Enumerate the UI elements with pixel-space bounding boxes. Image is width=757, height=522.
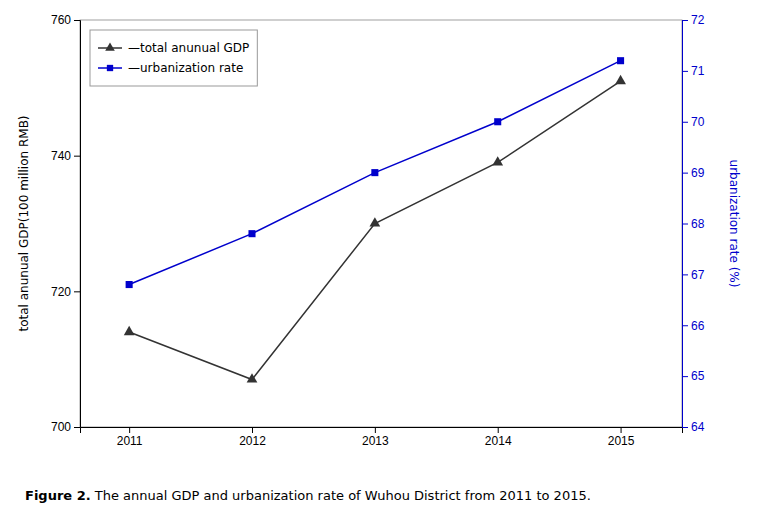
tick-mark: [375, 427, 376, 433]
legend-marker: [107, 65, 113, 71]
legend-frame: [90, 30, 257, 86]
tick-mark: [682, 122, 688, 123]
series-line: [129, 81, 620, 379]
tick-mark: [682, 376, 688, 377]
marker: [492, 156, 503, 165]
marker: [615, 75, 626, 84]
tick-label: 65: [691, 369, 705, 383]
marker: [617, 57, 624, 64]
tick-label: 70: [691, 115, 705, 129]
legend-item: —total anunual GDP: [98, 41, 249, 55]
tick-label: 71: [691, 64, 705, 78]
legend-label: —urbanization rate: [128, 61, 243, 75]
tick: 72: [682, 13, 705, 27]
legend-marker: [105, 42, 115, 50]
tick: 700: [51, 420, 80, 434]
axis-line: [81, 428, 683, 434]
tick-mark: [621, 427, 622, 433]
tick-mark: [498, 427, 499, 433]
tick: 2013: [362, 427, 389, 448]
tick: 65: [682, 369, 705, 383]
legend-item: —urbanization rate: [98, 61, 243, 75]
tick: 720: [51, 285, 80, 299]
tick: 760: [51, 13, 80, 27]
tick-label: 68: [691, 217, 705, 231]
y2-axis: 64 65 66 67 68 69 70 71 72: [682, 13, 705, 434]
tick-mark: [682, 71, 688, 72]
caption-part: Figure 2.: [25, 488, 91, 503]
axis-line: [683, 21, 689, 428]
series-line: [129, 61, 620, 285]
tick-mark: [74, 20, 80, 21]
tick-label: 760: [51, 13, 71, 27]
tick-mark: [74, 156, 80, 157]
legend: —total anunual GDP —urbanization rate: [90, 30, 257, 86]
marker: [494, 118, 501, 125]
tick: 67: [682, 268, 705, 282]
tick-label: 700: [51, 420, 71, 434]
tick-label: 720: [51, 285, 71, 299]
plot-frame: [80, 20, 682, 427]
marker: [369, 217, 380, 226]
tick-label: 64: [691, 420, 705, 434]
tick: 2015: [608, 427, 635, 448]
tick: 71: [682, 64, 705, 78]
chart: 2011 2012 2013 2014 2015 700 720 740 760 64 65 66 67…: [0, 0, 757, 522]
tick-mark: [682, 224, 688, 225]
tick-label: 2015: [608, 434, 635, 448]
marker: [248, 230, 255, 237]
tick-mark: [129, 427, 130, 433]
tick-label: 66: [691, 319, 705, 333]
tick: 68: [682, 217, 705, 231]
legend-label: —total anunual GDP: [128, 41, 249, 55]
marker: [124, 326, 135, 335]
marker: [371, 169, 378, 176]
tick-mark: [682, 20, 688, 21]
tick: 64: [682, 420, 705, 434]
tick-label: 72: [691, 13, 705, 27]
axis-line: [74, 21, 81, 428]
tick: 70: [682, 115, 705, 129]
tick-mark: [74, 291, 80, 292]
tick-label: 2012: [239, 434, 266, 448]
caption-part: The annual GDP and urbanization rate of …: [91, 488, 591, 503]
tick-mark: [682, 173, 688, 174]
y-axis: 700 720 740 760: [51, 13, 81, 434]
tick: 69: [682, 166, 705, 180]
tick-mark: [252, 427, 253, 433]
x-axis: 2011 2012 2013 2014 2015: [81, 427, 683, 448]
tick-label: 740: [51, 149, 71, 163]
tick-mark: [682, 274, 688, 275]
y-axis-title: total anunual GDP(100 million RMB): [17, 115, 31, 331]
tick: 2011: [117, 427, 143, 448]
tick: 2014: [485, 427, 512, 448]
tick: 2012: [239, 427, 266, 448]
caption: Figure 2. The annual GDP and urbanizatio…: [25, 488, 591, 503]
tick-label: 67: [691, 268, 705, 282]
tick: 740: [51, 149, 80, 163]
tick: 66: [682, 319, 705, 333]
tick-label: 2013: [362, 434, 389, 448]
series-group: [124, 57, 626, 382]
plot: 2011 2012 2013 2014 2015 700 720 740 760 64 65 66 67…: [17, 13, 741, 447]
tick-mark: [74, 427, 80, 428]
marker: [126, 281, 133, 288]
marker: [247, 373, 258, 382]
y2-axis-title: urbanization rate (%): [727, 160, 741, 288]
tick-mark: [682, 325, 688, 326]
tick-label: 2014: [485, 434, 512, 448]
tick-label: 2011: [117, 434, 143, 448]
tick-mark: [682, 427, 688, 428]
tick-label: 69: [691, 166, 705, 180]
